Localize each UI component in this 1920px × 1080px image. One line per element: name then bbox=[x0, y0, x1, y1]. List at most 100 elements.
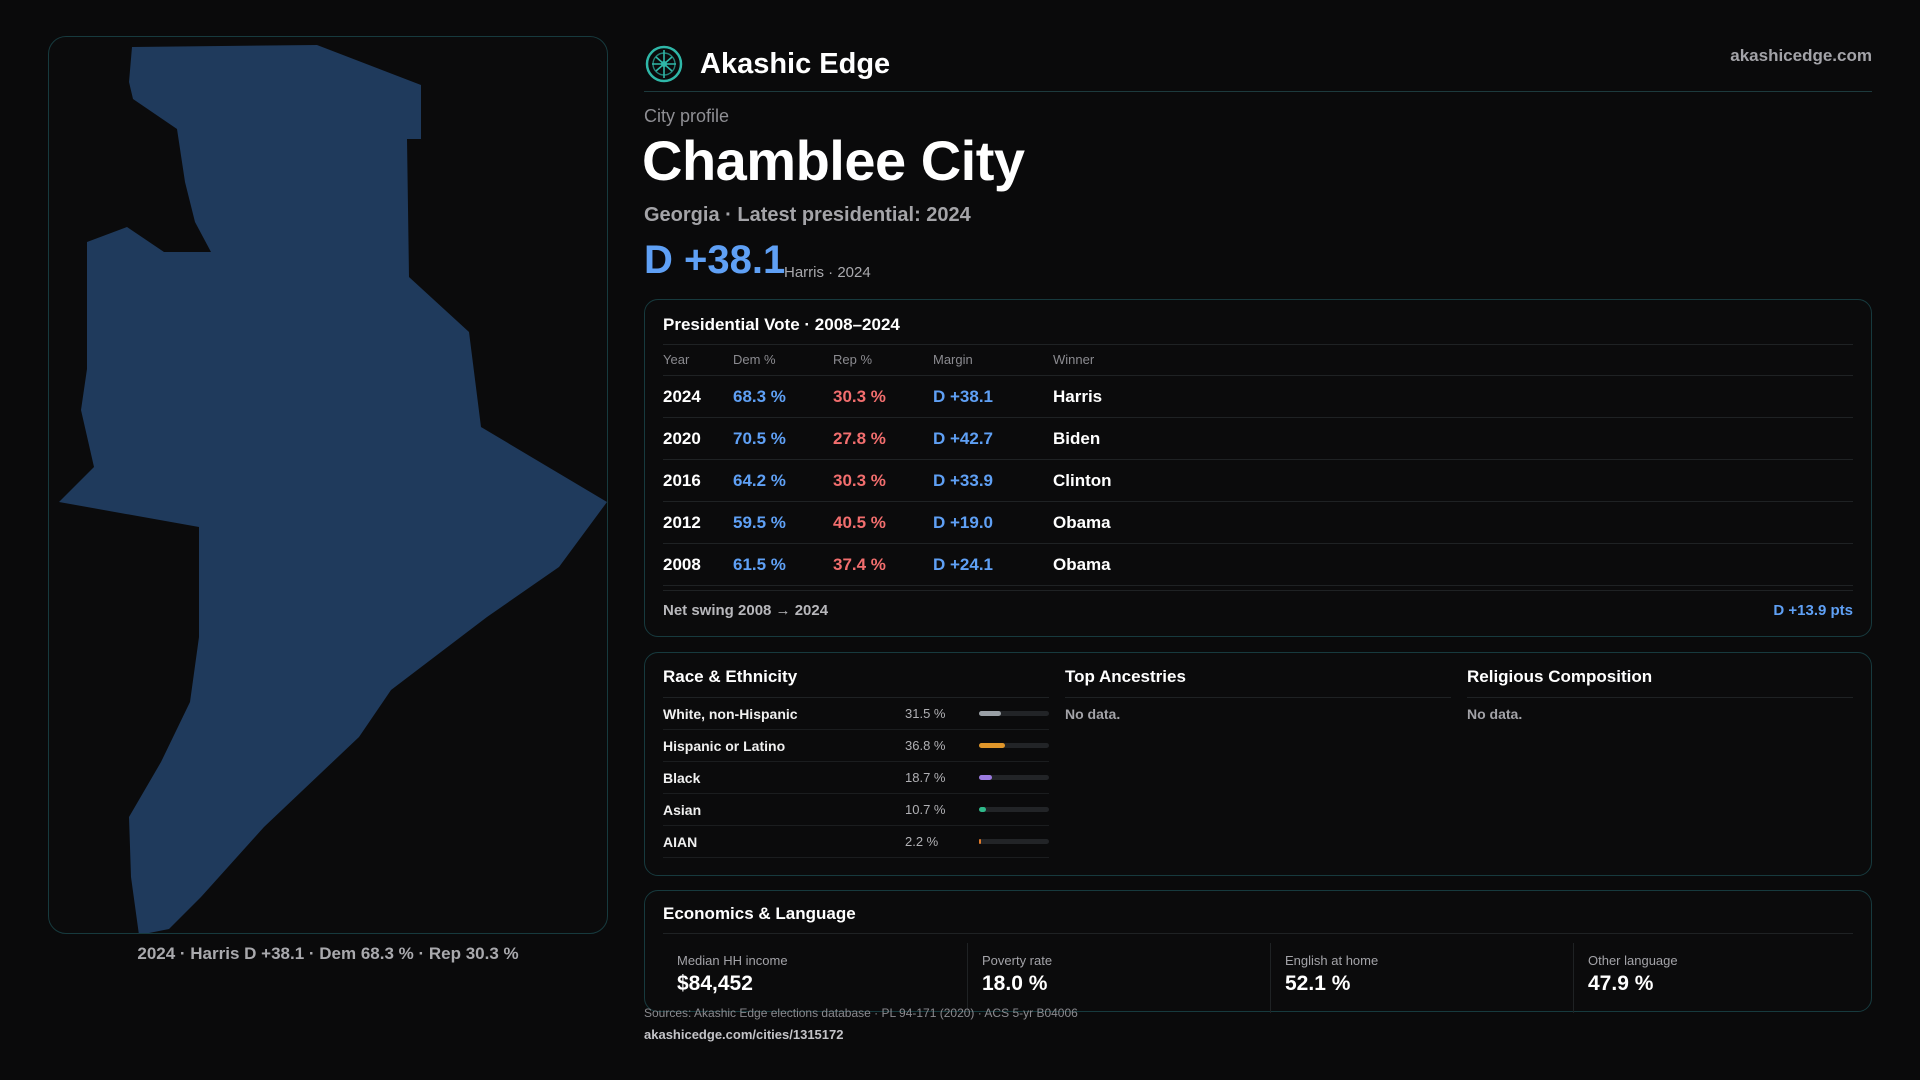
row-margin: D +19.0 bbox=[933, 512, 994, 532]
stat-english-at-home: English at home 52.1 % bbox=[1270, 943, 1560, 1013]
col-dem: Dem % bbox=[733, 352, 776, 367]
divider bbox=[663, 697, 1049, 698]
race-percent: 18.7 % bbox=[905, 770, 946, 785]
divider bbox=[663, 344, 1853, 345]
religion-section: Religious Composition No data. bbox=[1467, 667, 1853, 722]
divider bbox=[1065, 697, 1451, 698]
race-bar-fill bbox=[979, 743, 1005, 748]
brand-name: Akashic Edge bbox=[700, 47, 891, 80]
city-boundary-shape[interactable] bbox=[59, 45, 607, 934]
stat-poverty-rate: Poverty rate 18.0 % bbox=[967, 943, 1257, 1013]
economics-card-title: Economics & Language bbox=[663, 904, 856, 923]
row-winner: Harris bbox=[1053, 386, 1103, 406]
race-bar bbox=[979, 775, 1049, 780]
stat-label: Poverty rate bbox=[982, 953, 1053, 968]
table-row: 2012 59.5 % 40.5 % D +19.0 Obama bbox=[663, 502, 1853, 544]
race-bar-fill bbox=[979, 807, 987, 812]
row-year: 2024 bbox=[663, 386, 701, 406]
divider bbox=[663, 590, 1853, 591]
race-bar bbox=[979, 807, 1049, 812]
divider bbox=[663, 933, 1853, 934]
table-row: 2024 68.3 % 30.3 % D +38.1 Harris bbox=[663, 376, 1853, 418]
demographics-card: Race & Ethnicity White, non-Hispanic 31.… bbox=[644, 652, 1872, 876]
col-rep: Rep % bbox=[833, 352, 873, 367]
row-margin: D +24.1 bbox=[933, 554, 994, 574]
stat-median-income: Median HH income $84,452 bbox=[663, 943, 953, 1013]
race-bar-fill bbox=[979, 839, 981, 844]
row-winner: Biden bbox=[1053, 428, 1101, 448]
row-winner: Obama bbox=[1053, 554, 1111, 574]
city-map[interactable] bbox=[48, 36, 608, 934]
row-margin: D +42.7 bbox=[933, 428, 994, 448]
row-rep: 30.3 % bbox=[833, 386, 886, 406]
race-label: Black bbox=[663, 769, 701, 786]
sources-note: Sources: Akashic Edge elections database… bbox=[644, 1006, 1078, 1020]
page-url-link[interactable]: akashicedge.com/cities/1315172 bbox=[644, 1027, 844, 1042]
brand-url-link[interactable]: akashicedge.com bbox=[1730, 46, 1872, 65]
stat-value: $84,452 bbox=[677, 972, 753, 995]
header-divider bbox=[644, 91, 1872, 92]
row-dem: 59.5 % bbox=[733, 512, 786, 532]
divider bbox=[1467, 697, 1853, 698]
stat-value: 18.0 % bbox=[982, 972, 1048, 995]
ancestries-section: Top Ancestries No data. bbox=[1065, 667, 1451, 722]
vote-table: Year Dem % Rep % Margin Winner 2024 68.3… bbox=[663, 344, 1853, 586]
row-winner: Obama bbox=[1053, 512, 1111, 532]
list-item: Asian 10.7 % bbox=[663, 794, 1049, 826]
religion-section-title: Religious Composition bbox=[1467, 667, 1653, 686]
city-boundary-map bbox=[59, 45, 607, 934]
stat-label: Median HH income bbox=[677, 953, 788, 968]
list-item: White, non-Hispanic 31.5 % bbox=[663, 698, 1049, 730]
race-label: Hispanic or Latino bbox=[663, 737, 786, 754]
row-dem: 68.3 % bbox=[733, 386, 786, 406]
list-item: AIAN 2.2 % bbox=[663, 826, 1049, 858]
map-caption: 2024 · Harris D +38.1 · Dem 68.3 % · Rep… bbox=[137, 944, 519, 963]
headline-margin: D +38.1 bbox=[644, 238, 786, 282]
ancestries-empty: No data. bbox=[1065, 706, 1121, 722]
race-label: Asian bbox=[663, 801, 702, 818]
table-row: 2020 70.5 % 27.8 % D +42.7 Biden bbox=[663, 418, 1853, 460]
row-year: 2008 bbox=[663, 554, 701, 574]
page-eyebrow: City profile bbox=[644, 106, 730, 126]
race-percent: 10.7 % bbox=[905, 802, 946, 817]
race-bar-fill bbox=[979, 711, 1002, 716]
vote-table-header: Year Dem % Rep % Margin Winner bbox=[663, 344, 1853, 376]
race-section-title: Race & Ethnicity bbox=[663, 667, 798, 686]
net-swing-label: Net swing 2008 → 2024 bbox=[663, 602, 829, 619]
headline-margin-note: Harris · 2024 bbox=[784, 264, 871, 281]
row-margin: D +38.1 bbox=[933, 386, 994, 406]
stat-value: 52.1 % bbox=[1285, 972, 1351, 995]
race-bar bbox=[979, 839, 1049, 844]
race-bar-fill bbox=[979, 775, 993, 780]
row-year: 2016 bbox=[663, 470, 701, 490]
vote-card-title: Presidential Vote · 2008–2024 bbox=[663, 315, 900, 334]
row-dem: 64.2 % bbox=[733, 470, 786, 490]
stat-value: 47.9 % bbox=[1588, 972, 1654, 995]
page-title: Chamblee City bbox=[642, 129, 1025, 192]
row-year: 2020 bbox=[663, 428, 701, 448]
col-margin: Margin bbox=[933, 352, 973, 367]
table-row: 2016 64.2 % 30.3 % D +33.9 Clinton bbox=[663, 460, 1853, 502]
row-rep: 27.8 % bbox=[833, 428, 886, 448]
race-percent: 36.8 % bbox=[905, 738, 946, 753]
tree-of-life-icon bbox=[645, 45, 683, 83]
net-swing-value: D +13.9 pts bbox=[1773, 602, 1853, 619]
list-item: Hispanic or Latino 36.8 % bbox=[663, 730, 1049, 762]
race-percent: 2.2 % bbox=[905, 834, 939, 849]
stat-label: English at home bbox=[1285, 953, 1379, 968]
economics-card: Economics & Language Median HH income $8… bbox=[644, 890, 1872, 1013]
race-percent: 31.5 % bbox=[905, 706, 946, 721]
col-year: Year bbox=[663, 352, 690, 367]
table-row: 2008 61.5 % 37.4 % D +24.1 Obama bbox=[663, 544, 1853, 586]
brand[interactable]: Akashic Edge bbox=[644, 36, 890, 92]
ancestries-section-title: Top Ancestries bbox=[1065, 667, 1186, 686]
race-label: AIAN bbox=[663, 833, 698, 850]
list-item: Black 18.7 % bbox=[663, 762, 1049, 794]
row-year: 2012 bbox=[663, 512, 701, 532]
page-subtitle: Georgia · Latest presidential: 2024 bbox=[644, 204, 971, 226]
presidential-vote-card: Presidential Vote · 2008–2024 Year Dem %… bbox=[644, 299, 1872, 637]
stat-other-language: Other language 47.9 % bbox=[1573, 943, 1863, 1013]
religion-empty: No data. bbox=[1467, 706, 1523, 722]
race-bar bbox=[979, 711, 1049, 716]
row-rep: 40.5 % bbox=[833, 512, 886, 532]
